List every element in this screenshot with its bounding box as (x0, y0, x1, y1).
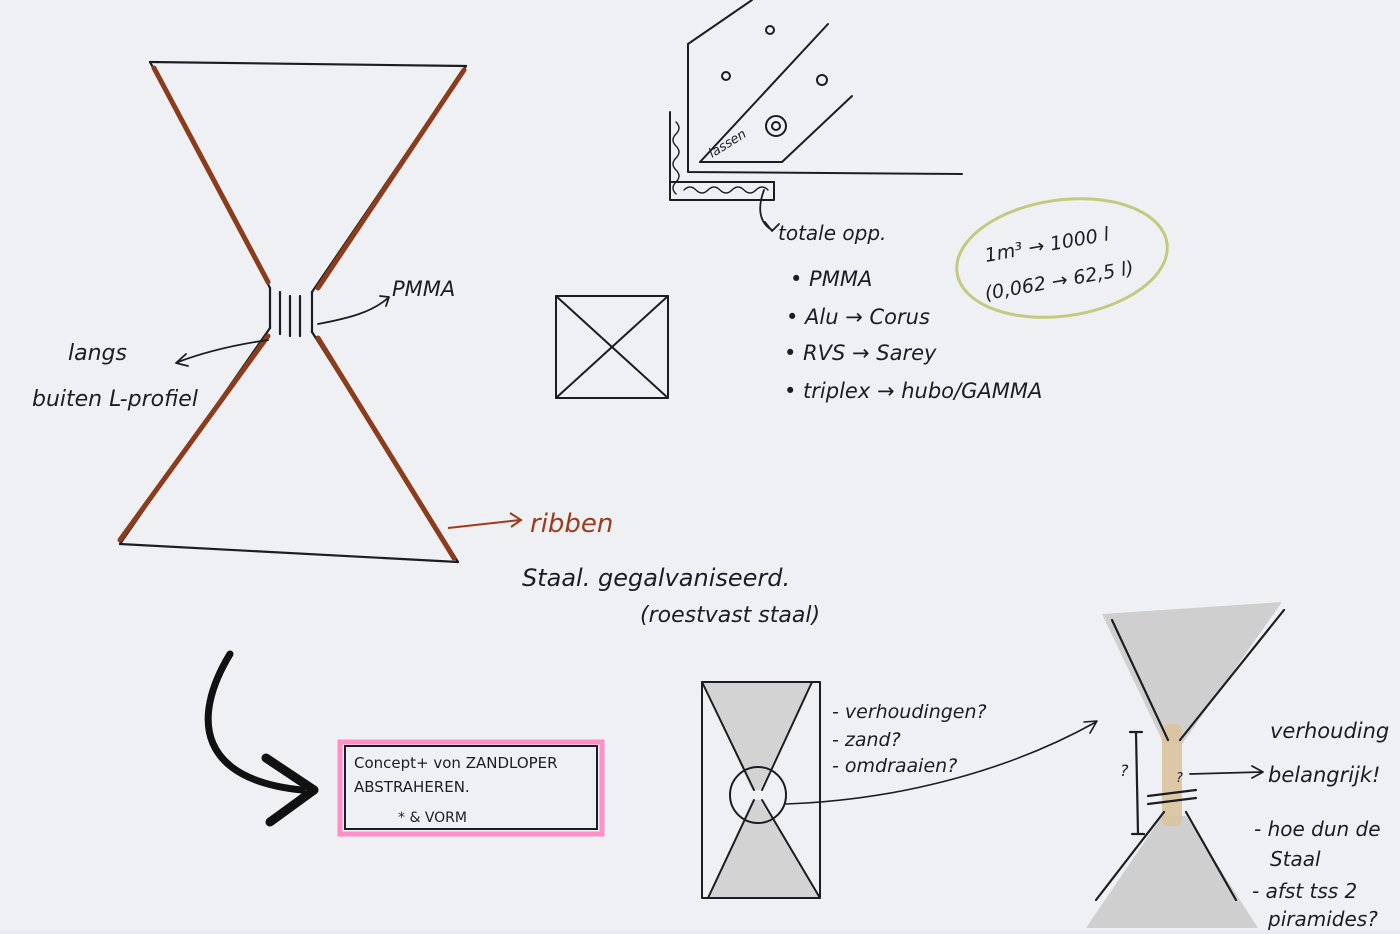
belangrijk-label: belangrijk! (1268, 763, 1380, 787)
note-item: piramides? (1267, 907, 1378, 930)
roestvast-label: (roestvast staal) (640, 603, 820, 628)
question-item: - verhoudingen? (832, 701, 987, 723)
question-item: - omdraaien? (832, 755, 957, 777)
note-item: - afst tss 2 (1252, 879, 1357, 903)
concept-line-1: Concept+ von ZANDLOPER (354, 754, 558, 772)
note-item: - hoe dun de (1254, 817, 1381, 841)
question-mark-mid: ? (1176, 771, 1183, 786)
pmma-label: PMMA (392, 277, 455, 301)
concept-line-3: * & VORM (398, 810, 467, 826)
totale-opp-label: totale opp. (778, 221, 886, 245)
material-item: • Alu → Corus (786, 305, 930, 329)
question-mark-left: ? (1120, 761, 1129, 780)
crossed-square-icon (555, 295, 669, 399)
hourglass-sketch-icon (117, 60, 468, 564)
langs-label: langs (68, 341, 127, 366)
material-item: • triplex → hubo/GAMMA (784, 379, 1042, 403)
buiten-l-profiel-label: buiten L-profiel (32, 387, 198, 412)
concept-line-2: ABSTRAHEREN. (354, 778, 470, 796)
note-item: Staal (1270, 847, 1321, 871)
ribben-label: ribben (530, 509, 613, 539)
question-item: - zand? (832, 729, 901, 751)
material-item: • RVS → Sarey (784, 341, 937, 365)
l-profile-corner-icon (669, 0, 963, 232)
concept-box-highlight (337, 739, 605, 837)
framed-hourglass-icon (701, 681, 1098, 899)
shaded-hourglass-icon (1086, 602, 1286, 928)
concept-box (344, 745, 598, 830)
volume-ellipse (955, 197, 1169, 319)
material-item: • PMMA (790, 267, 872, 291)
staal-label: Staal. gegalvaniseerd. (522, 564, 790, 592)
curved-arrow-icon (204, 650, 319, 827)
verhouding-label: verhouding (1270, 719, 1389, 743)
